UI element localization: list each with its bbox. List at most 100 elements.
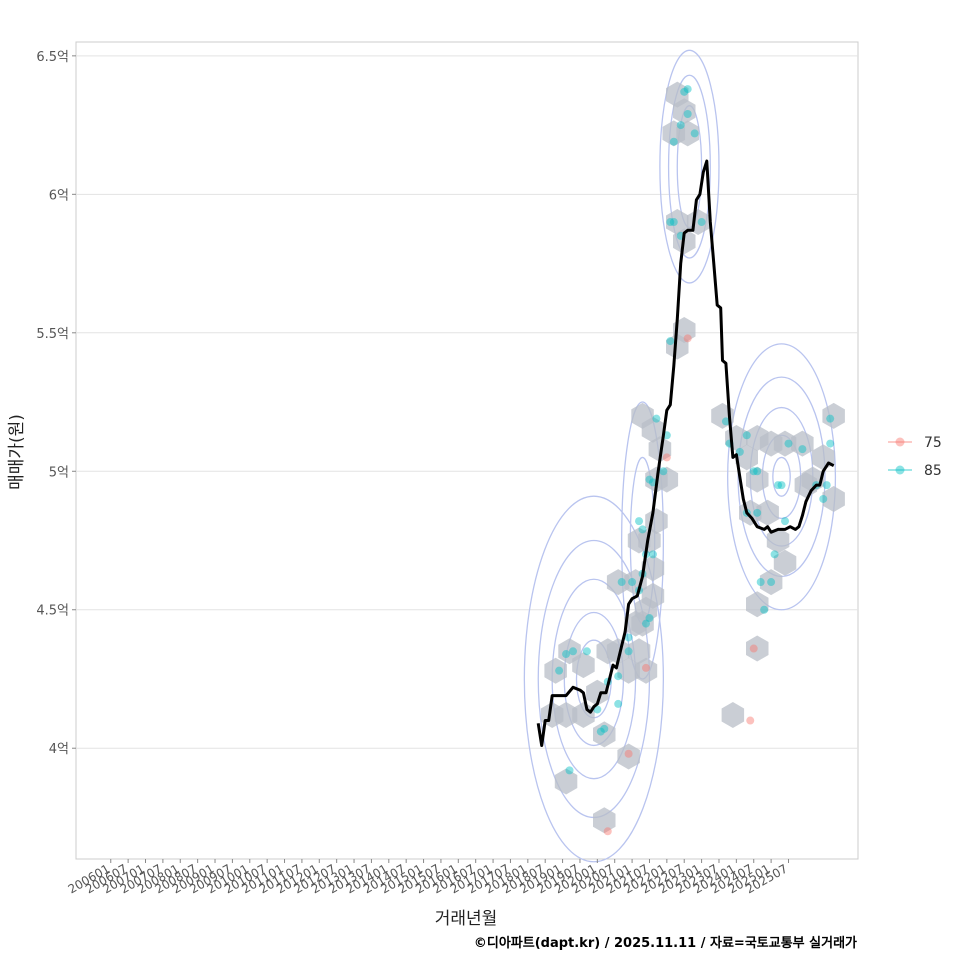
point-75 (624, 749, 633, 758)
point-85 (753, 467, 762, 476)
hexbin-cell (773, 549, 797, 576)
hexbin-cell (593, 721, 616, 748)
hexbin-cell (746, 466, 769, 493)
hexbin-cell (627, 638, 651, 665)
point-85 (562, 650, 571, 659)
point-85 (669, 137, 678, 146)
y-tick-label: 6.5억 (36, 50, 69, 65)
point-85 (749, 467, 758, 476)
point-85 (798, 445, 807, 454)
y-tick-label: 6억 (49, 188, 69, 203)
density-contour (523, 495, 665, 863)
trend-line (536, 159, 835, 747)
point-85 (690, 129, 699, 138)
trend-line-layer (536, 159, 835, 747)
y-tick-label: 4.5억 (36, 604, 69, 619)
point-85 (555, 666, 564, 675)
point-85 (781, 517, 790, 526)
point-85 (614, 699, 623, 708)
point-85 (666, 218, 675, 227)
density-contour (659, 49, 720, 284)
point-85 (648, 550, 657, 559)
hexbin-cell (617, 743, 640, 770)
point-85 (735, 447, 744, 456)
point-75 (641, 663, 650, 672)
point-85 (826, 439, 835, 448)
point-85 (652, 414, 661, 423)
legend-label: 75 (924, 435, 942, 451)
hexbin-cell (666, 209, 689, 235)
x-axis-title: 거래년월 (435, 909, 498, 929)
hexbin-cell (593, 807, 616, 834)
point-85 (822, 481, 831, 490)
hexbin-cell (655, 466, 679, 493)
y-axis-title: 매매가(원) (7, 414, 27, 490)
hexbin-cell (586, 679, 609, 706)
hexbin-cell (572, 702, 595, 728)
point-85 (680, 87, 689, 96)
hexbin-cell (746, 635, 769, 662)
hexbin-cell (641, 582, 665, 609)
y-axis: 4억 4.5억 5억 5.5억 6억 6.5억 (36, 50, 76, 757)
point-85 (614, 672, 623, 681)
hexbin-cell (606, 569, 630, 596)
point-75 (749, 644, 758, 653)
hexbin-cell (721, 702, 745, 728)
point-85 (760, 605, 769, 614)
point-85 (641, 619, 650, 628)
legend-item-75: 75 (888, 435, 942, 451)
point-85 (666, 337, 675, 346)
density-contour (772, 456, 791, 497)
hexbin-cell (617, 657, 640, 684)
point-85 (721, 417, 730, 426)
legend-label: 85 (924, 463, 942, 479)
hexbin-cell (554, 702, 578, 728)
point-85 (770, 550, 779, 559)
y-tick-label: 5.5억 (36, 327, 69, 342)
hexbin-cell (759, 569, 783, 596)
point-75 (662, 453, 671, 462)
hexbin-cell (572, 652, 595, 679)
point-85 (638, 525, 647, 534)
hexbin-cell (676, 120, 699, 147)
density-contour (727, 343, 837, 611)
point-85 (669, 218, 678, 227)
point-85 (569, 647, 578, 656)
point-85 (624, 633, 633, 642)
legend-key-point (895, 465, 905, 475)
hexbin-cell (641, 555, 665, 582)
hexbin-cell (606, 638, 630, 665)
point-85 (774, 481, 783, 490)
caption: ©디아파트(dapt.kr) / 2025.11.11 / 자료=국토교통부 실… (474, 935, 857, 951)
hexbin-cell (756, 499, 779, 526)
point-85 (819, 494, 828, 503)
point-85 (624, 647, 633, 656)
hexbin-cell (544, 657, 567, 684)
point-85 (565, 766, 574, 775)
point-85 (784, 439, 793, 448)
point-85 (628, 578, 637, 587)
hexbin-cell (673, 317, 696, 343)
point-85 (617, 578, 626, 587)
point-85 (683, 85, 692, 94)
point-85 (777, 481, 786, 490)
hexbin-cell (773, 430, 797, 457)
point-85 (753, 508, 762, 517)
point-85 (826, 414, 835, 423)
density-contour (667, 74, 711, 259)
hexbin-cell (641, 416, 665, 443)
point-85 (659, 467, 668, 476)
legend: 75 85 (888, 435, 942, 479)
hexbin-cell (822, 402, 845, 429)
point-85 (645, 475, 654, 484)
hexbin-cell (746, 591, 769, 618)
point-85 (742, 431, 751, 440)
hexbin-cell (735, 444, 758, 471)
point-85 (648, 478, 657, 487)
hexbin-cell (822, 486, 845, 512)
hexbin-cell (634, 657, 658, 684)
hexbin-cell (673, 98, 696, 125)
point-85 (600, 724, 609, 733)
hexbin-cell (638, 527, 661, 554)
point-85 (635, 517, 644, 526)
